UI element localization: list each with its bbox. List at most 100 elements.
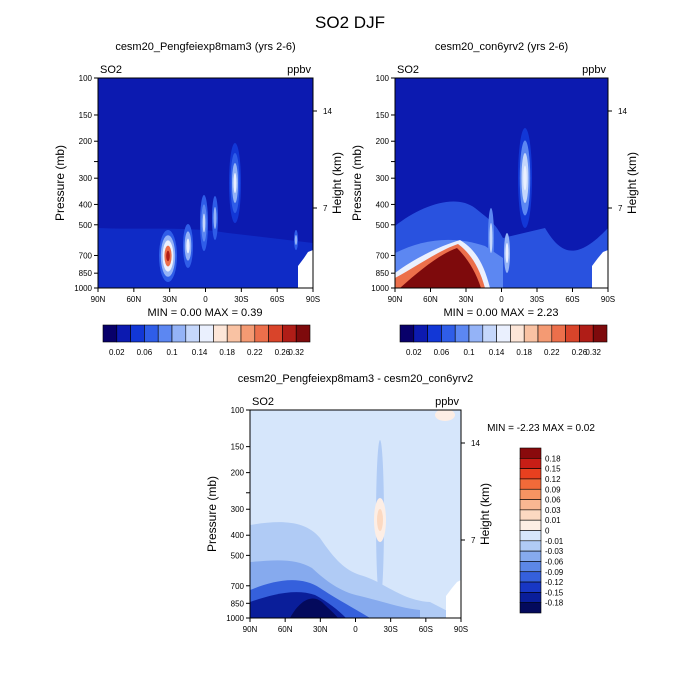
variable-label: SO2 <box>100 64 122 76</box>
colorbar-box <box>454 324 470 343</box>
colorbar-box <box>519 540 542 552</box>
colorbar-label: 0.18 <box>545 454 561 463</box>
y-tick-label: 400 <box>376 200 390 209</box>
panel-1: cesm20_Pengfeiexp8mam3 (yrs 2-6) SO2 ppbv 1… <box>53 41 344 304</box>
y-tick-label: 850 <box>376 269 390 278</box>
x-tick-label: 60N <box>423 295 438 304</box>
diff-band <box>290 598 338 618</box>
y-tick-label: 300 <box>376 174 390 183</box>
heatmap-field <box>395 78 608 288</box>
colorbar-box <box>519 581 542 593</box>
colorbar-box <box>482 324 497 343</box>
colorbar-box <box>565 324 580 343</box>
colorbar-label: 0.26 <box>275 348 291 357</box>
figure-title: SO2 DJF <box>315 13 385 32</box>
units-label: ppbv <box>287 64 311 76</box>
so2-plume <box>186 238 190 254</box>
right-axis-title: Height (km) <box>330 152 344 214</box>
colorbar-box <box>468 324 484 343</box>
colorbar-box <box>144 324 159 343</box>
x-tick-label: 30N <box>313 625 328 634</box>
colorbar-label: 0.26 <box>572 348 588 357</box>
colorbar-box <box>102 324 118 343</box>
panel-title: cesm20_con6yrv2 (yrs 2-6) <box>435 41 568 53</box>
colorbar-panel-1: 0.02 0.06 0.1 0.14 0.18 0.22 0.260.32 <box>102 324 311 357</box>
x-tick-label: 30S <box>530 295 544 304</box>
x-tick-label: 30N <box>459 295 474 304</box>
x-tick-label: 0 <box>353 625 358 634</box>
panel-title: cesm20_Pengfeiexp8mam3 - cesm20_con6yrv2 <box>238 373 473 385</box>
colorbar-box <box>185 324 200 343</box>
x-tick-label: 0 <box>203 295 208 304</box>
so2-plume <box>489 223 493 253</box>
colorbar-box <box>213 324 228 343</box>
colorbar-label: 0.22 <box>544 348 560 357</box>
colorbar-box <box>579 324 594 343</box>
colorbar-label: 0.18 <box>516 348 532 357</box>
y-tick-label: 400 <box>231 531 245 540</box>
x-tick-label: 60N <box>126 295 141 304</box>
so2-plume <box>202 213 206 233</box>
right-tick-label: 7 <box>471 536 476 545</box>
x-tick-label: 90N <box>91 295 106 304</box>
y-tick-label: 1000 <box>74 284 92 293</box>
colorbar-label: 0.32 <box>585 348 601 357</box>
colorbar-label: 0.15 <box>545 465 561 474</box>
colorbar-box <box>523 324 539 343</box>
right-tick-label: 7 <box>618 204 623 213</box>
colorbar-label: 0.18 <box>219 348 235 357</box>
colorbar-label: 0.22 <box>247 348 263 357</box>
panel-3-min-max: MIN = -2.23 MAX = 0.02 <box>487 423 595 434</box>
x-tick-label: 90S <box>601 295 615 304</box>
y-tick-label: 500 <box>79 221 93 230</box>
x-tick-label: 30S <box>234 295 248 304</box>
so2-plume <box>166 250 170 262</box>
x-tick-label: 90S <box>306 295 320 304</box>
colorbar-box <box>427 324 442 343</box>
heatmap-field <box>250 410 461 618</box>
colorbar-box <box>171 324 187 343</box>
colorbar-label: -0.06 <box>545 557 564 566</box>
right-tick-label: 7 <box>323 204 328 213</box>
so2-plume <box>233 173 237 193</box>
units-label: ppbv <box>582 64 606 76</box>
colorbar-box <box>519 458 542 469</box>
y-tick-label: 100 <box>376 74 390 83</box>
x-tick-label: 60S <box>565 295 579 304</box>
y-tick-label: 300 <box>231 505 245 514</box>
colorbar-label: 0.06 <box>137 348 153 357</box>
so2-plume <box>213 207 217 229</box>
colorbar-box <box>519 478 542 490</box>
units-label: ppbv <box>435 396 459 408</box>
y-tick-label: 150 <box>79 111 93 120</box>
colorbar-box <box>537 324 553 343</box>
colorbar-box <box>519 530 542 542</box>
colorbar-box <box>268 324 283 343</box>
y-tick-label: 700 <box>231 582 245 591</box>
below-surface-mask <box>298 250 313 288</box>
colorbar-label: 0.1 <box>166 348 178 357</box>
diff-plume <box>435 410 455 421</box>
y-tick-label: 200 <box>79 137 93 146</box>
colorbar-box <box>519 571 542 583</box>
y-tick-label: 1000 <box>226 614 244 623</box>
colorbar-label: 0.32 <box>288 348 304 357</box>
colorbar-label: 0.06 <box>545 496 561 505</box>
y-tick-label: 150 <box>231 443 245 452</box>
y-tick-label: 850 <box>231 599 245 608</box>
colorbar-box <box>519 509 542 521</box>
right-tick-label: 14 <box>471 439 480 448</box>
panel-title: cesm20_Pengfeiexp8mam3 (yrs 2-6) <box>115 41 295 53</box>
y-tick-label: 300 <box>79 174 93 183</box>
colorbar-box <box>519 447 542 459</box>
colorbar-box <box>519 488 542 500</box>
panel-2: cesm20_con6yrv2 (yrs 2-6) SO2 ppbv 100 150 20… <box>350 41 639 304</box>
x-tick-label: 0 <box>499 295 504 304</box>
colorbar-label: -0.18 <box>545 599 564 608</box>
below-surface-mask <box>592 250 608 288</box>
y-tick-label: 150 <box>376 111 390 120</box>
below-surface-mask <box>446 580 461 618</box>
y-tick-label: 700 <box>79 251 93 260</box>
panel-2-min-max: MIN = 0.00 MAX = 2.23 <box>444 307 559 319</box>
